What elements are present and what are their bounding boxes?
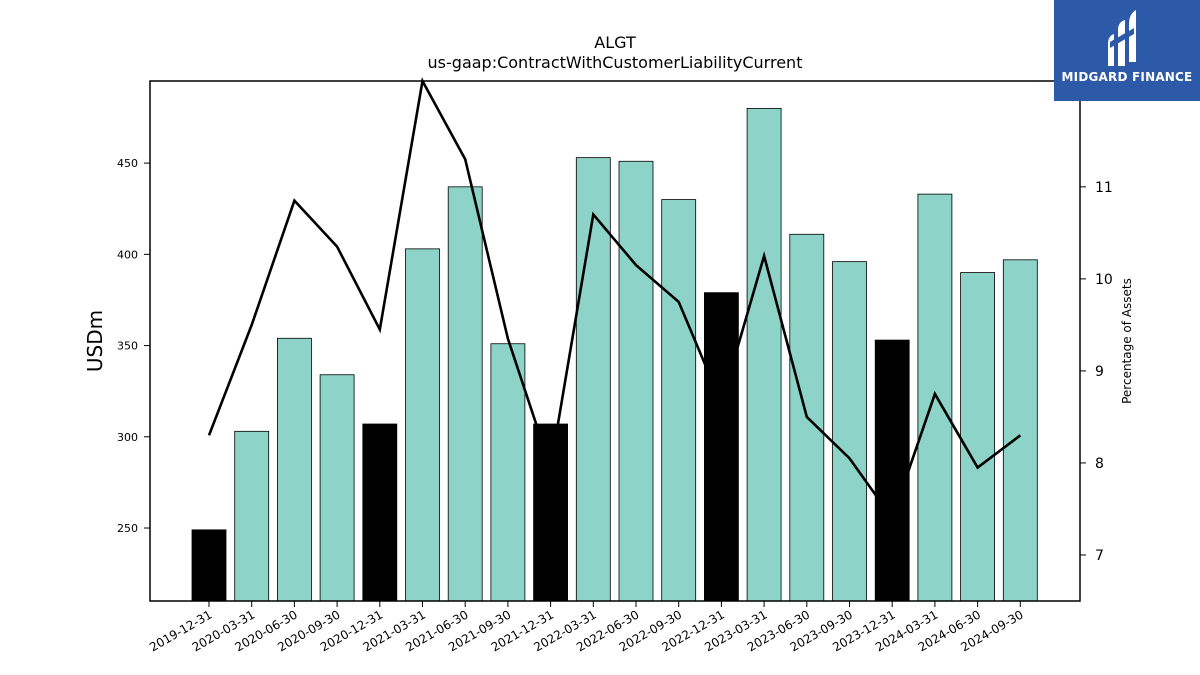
y-axis-label: USDm (83, 310, 107, 372)
bar-2022-12-31 (704, 292, 739, 602)
y2-axis-label: Percentage of Assets (1120, 278, 1134, 404)
bar-2021-03-31 (405, 248, 440, 602)
bar-2021-12-31 (533, 423, 568, 602)
bar-2020-06-30 (276, 337, 312, 602)
bar-2024-06-30 (960, 272, 995, 602)
y2-tick-label: 8 (1095, 456, 1104, 472)
bar-2022-03-31 (575, 157, 611, 602)
bar-2023-09-30 (832, 261, 867, 602)
logo-text: MIDGARD FINANCE (1061, 70, 1193, 84)
bar-series (191, 107, 1038, 602)
y2-tick-label: 9 (1095, 364, 1104, 380)
bar-2024-09-30 (1002, 259, 1038, 602)
bar-2022-09-30 (661, 199, 697, 602)
x-axis: 2019-12-312020-03-312020-06-302020-09-30… (147, 601, 1026, 654)
y-tick-label: 450 (117, 157, 138, 170)
chart-subtitle: us-gaap:ContractWithCustomerLiabilityCur… (428, 53, 803, 72)
chart-title: ALGT (594, 33, 636, 52)
bar-2021-06-30 (447, 186, 483, 602)
plot-frame (149, 80, 1081, 602)
bar-2022-06-30 (618, 160, 654, 602)
y2-tick-label: 11 (1095, 180, 1113, 196)
line-series (207, 77, 1022, 521)
y-tick-label: 300 (117, 431, 138, 444)
y2-tick-label: 7 (1095, 548, 1104, 564)
percentage-of-assets-line (207, 77, 1022, 521)
bar-2020-09-30 (319, 374, 355, 602)
brand-logo: MIDGARD FINANCE (1054, 0, 1200, 101)
bar-2019-12-31 (191, 529, 227, 602)
y2-tick-label: 10 (1095, 272, 1113, 288)
logo-mark-icon (1108, 10, 1136, 66)
y-axis-left: 250 300 350 400 450 (117, 157, 150, 535)
y-axis-right: 7 8 9 10 11 (1080, 180, 1113, 564)
y-tick-label: 350 (117, 340, 138, 353)
y-tick-label: 250 (117, 522, 138, 535)
y-tick-label: 400 (117, 248, 138, 261)
bar-2021-09-30 (490, 343, 526, 602)
bar-2020-03-31 (234, 430, 270, 602)
bar-2023-03-31 (746, 107, 782, 602)
bar-2020-12-31 (362, 423, 398, 602)
bar-2023-12-31 (874, 339, 910, 602)
